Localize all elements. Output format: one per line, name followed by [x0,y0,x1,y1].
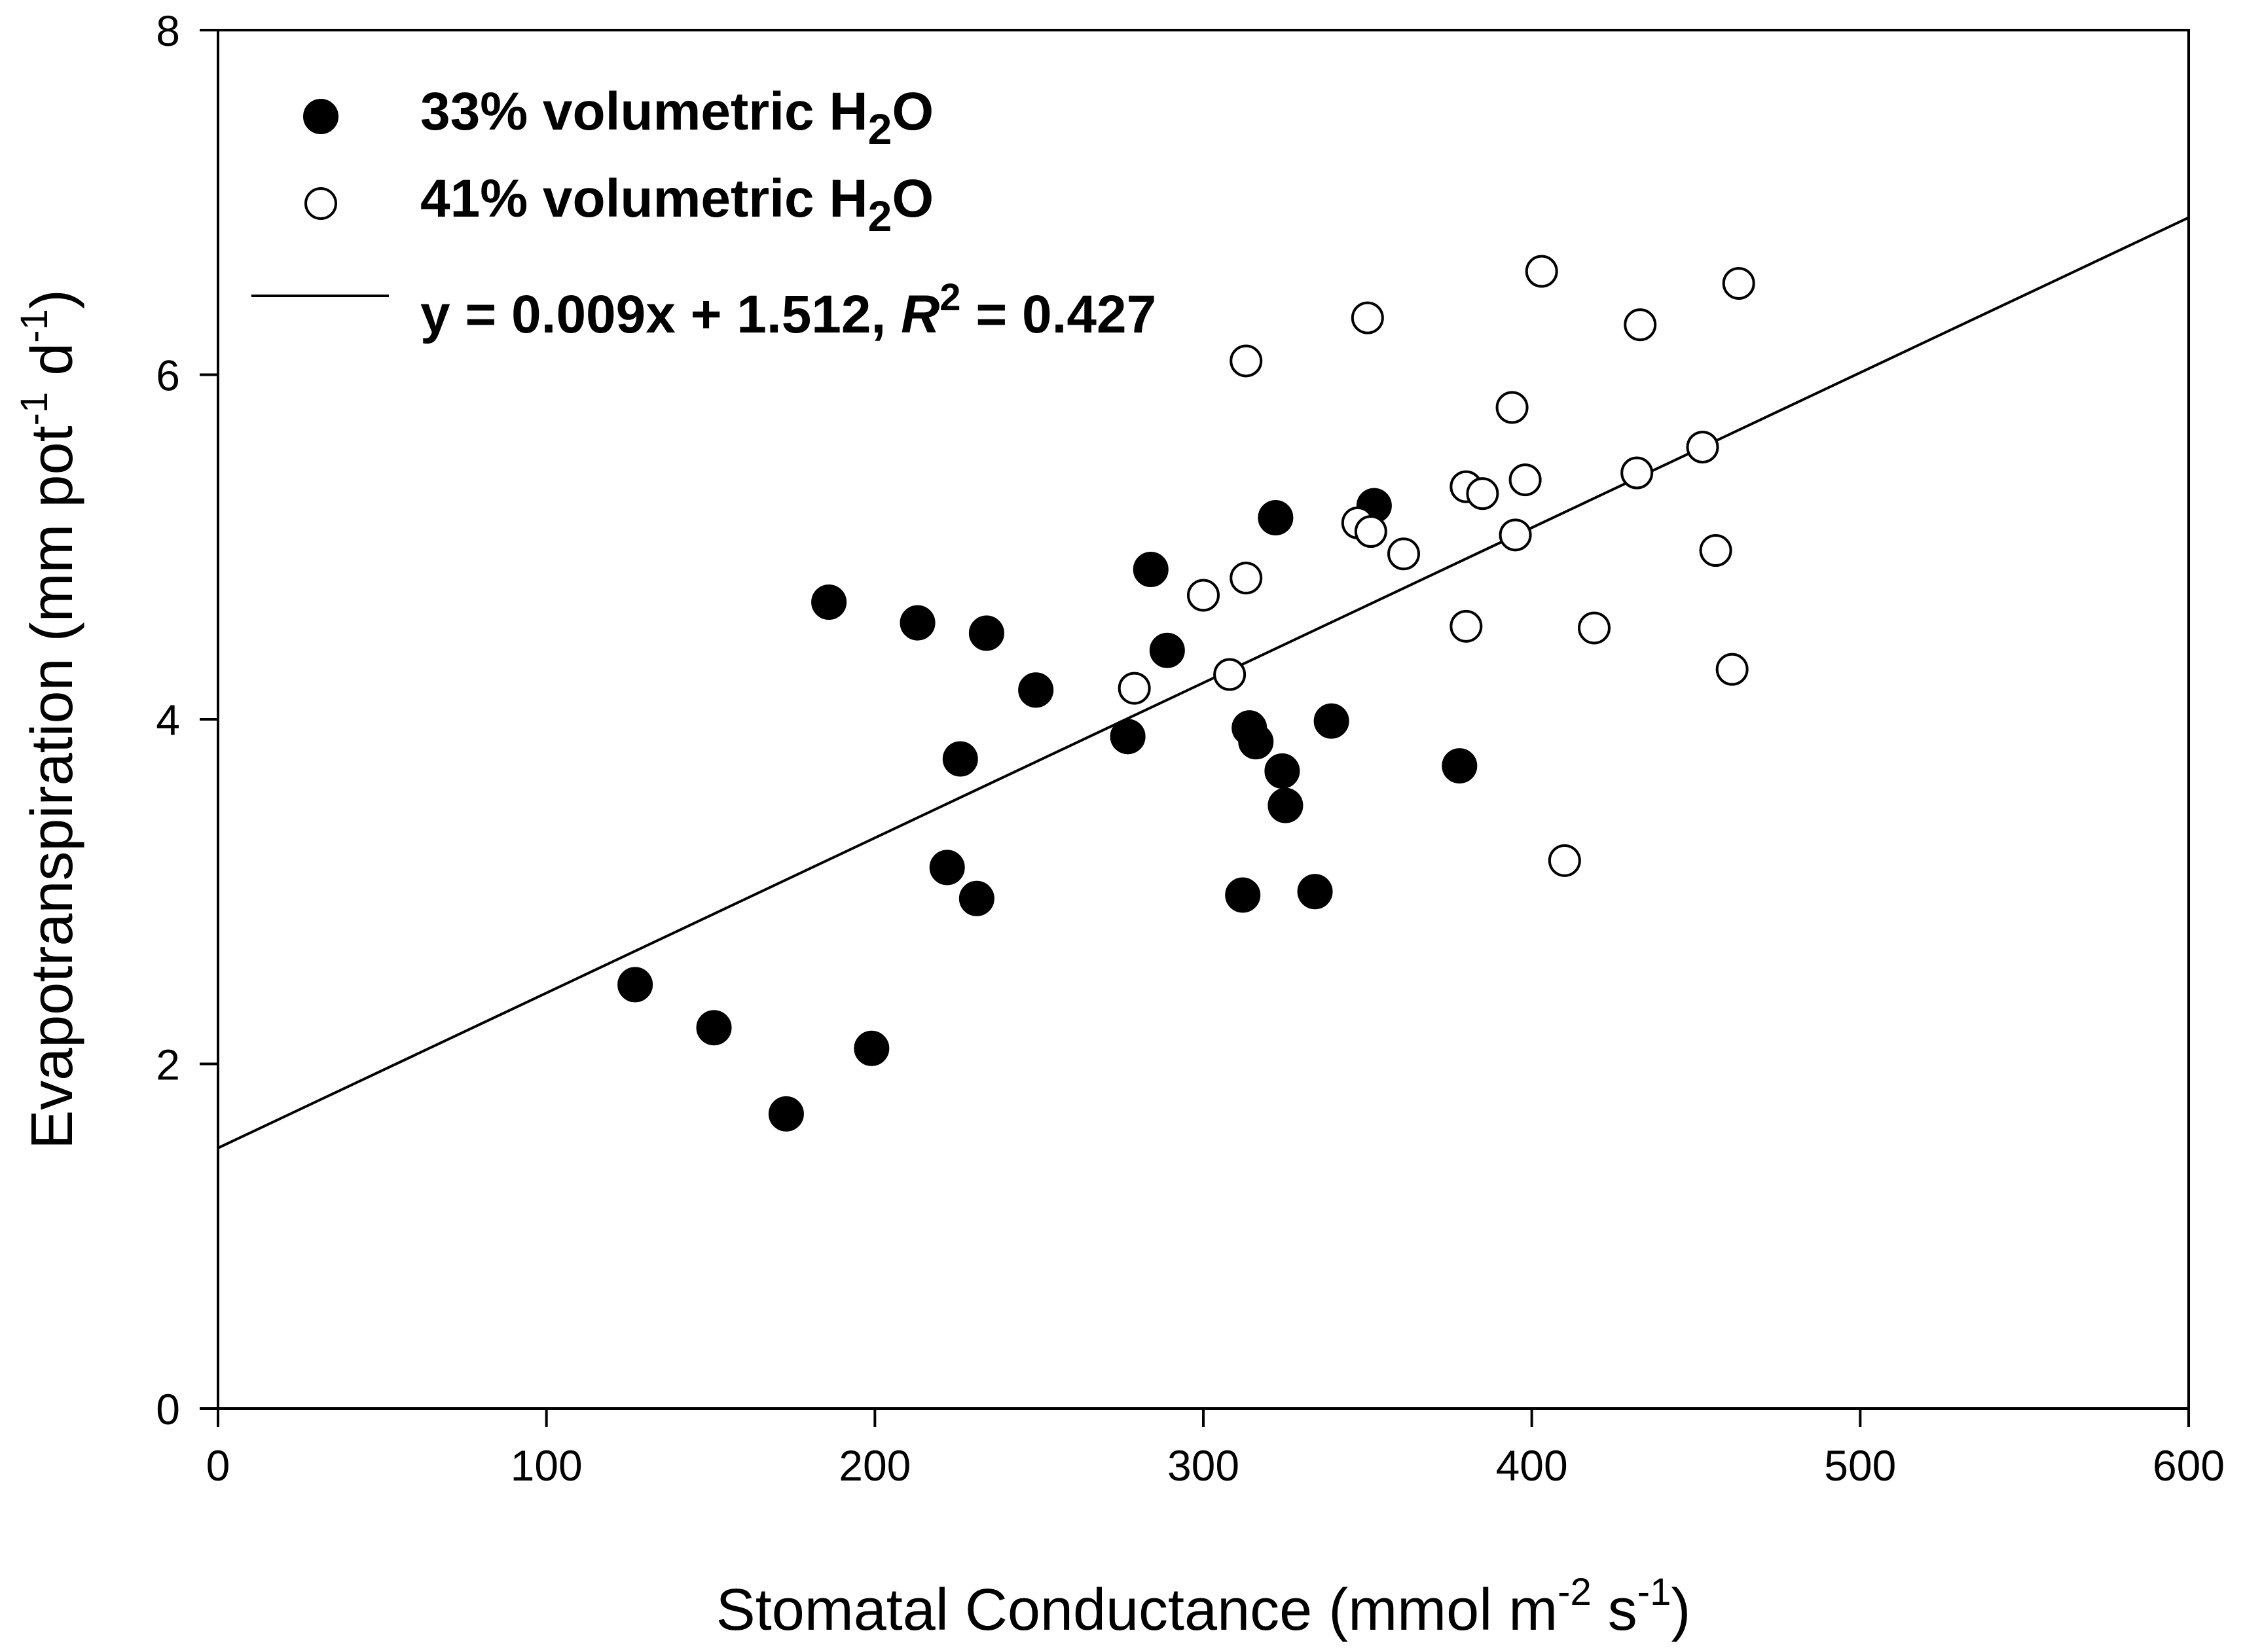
data-point-33pct [1258,499,1294,535]
data-point-33pct [1018,672,1054,708]
data-point-41pct [1466,477,1499,511]
x-axis-title: Stomatal Conductance (mmol m-2 s-1) [716,1571,1691,1643]
x-tick-label: 400 [1496,1441,1568,1490]
data-point-41pct [1495,391,1529,424]
y-tick-label: 4 [156,696,180,744]
y-axis-title: Evapotranspiration (mm pot-1 d-1) [13,289,85,1149]
data-point-33pct [1297,874,1333,910]
x-tick-label: 300 [1167,1441,1239,1490]
x-tick-label: 500 [1824,1441,1896,1490]
legend: 33% volumetric H2O 41% volumetric H2O y … [251,82,1156,344]
y-axis: 0 2 4 6 8 [156,7,218,1433]
data-point-41pct [1715,653,1749,686]
data-point-33pct [942,741,978,777]
data-point-41pct [1548,844,1581,877]
x-axis: 0 100 200 300 400 500 600 [206,1409,2225,1490]
data-point-41pct [1508,463,1542,497]
data-point-33pct [1313,703,1349,739]
x-tick-label: 600 [2153,1441,2225,1490]
data-point-41pct [1213,658,1247,691]
data-point-33pct [696,1010,732,1046]
data-point-33pct [617,967,653,1003]
data-point-41pct [1722,266,1755,300]
x-tick-label: 0 [206,1441,230,1490]
legend-label-fit: y = 0.009x + 1.512, R2 = 0.427 [420,276,1156,344]
data-point-41pct [1450,609,1483,643]
data-point-33pct [900,605,936,641]
y-tick-label: 2 [156,1041,180,1089]
data-point-33pct [1442,748,1478,784]
data-point-33pct [929,850,965,886]
legend-label-33: 33% volumetric H2O [420,82,934,153]
y-tick-label: 0 [156,1385,180,1433]
data-point-41pct [1230,562,1263,595]
y-tick-label: 6 [156,351,180,400]
data-point-33pct [1238,724,1274,760]
y-tick-label: 8 [156,7,180,55]
data-point-41pct [1620,456,1654,490]
data-point-33pct [768,1096,804,1132]
x-tick-label: 200 [839,1441,911,1490]
legend-label-41: 41% volumetric H2O [420,169,934,240]
data-point-41pct [1351,301,1384,334]
data-point-33pct [1149,632,1185,668]
data-point-33pct [1267,787,1304,823]
data-point-33pct [854,1030,890,1066]
data-point-41pct [1387,537,1421,571]
data-points [617,255,1755,1132]
data-point-41pct [1699,534,1732,567]
data-point-33pct [1110,719,1146,755]
data-point-33pct [968,615,1004,651]
data-point-41pct [1499,518,1532,552]
data-point-33pct [811,584,847,620]
legend-marker-open [304,187,337,220]
regression-line [217,216,2189,1149]
plot-frame [217,29,2190,1410]
data-point-33pct [958,880,994,916]
data-point-41pct [1118,672,1151,705]
data-point-41pct [1624,308,1657,342]
data-point-33pct [1264,753,1300,789]
data-point-41pct [1686,431,1719,464]
data-point-33pct [1133,551,1169,587]
data-point-41pct [1230,344,1263,378]
x-tick-label: 100 [511,1441,583,1490]
data-point-33pct [1225,877,1261,913]
data-point-41pct [1187,579,1220,612]
legend-marker-filled [303,99,338,134]
data-point-41pct [1354,515,1387,548]
data-point-41pct [1577,611,1611,645]
data-point-41pct [1525,255,1558,288]
